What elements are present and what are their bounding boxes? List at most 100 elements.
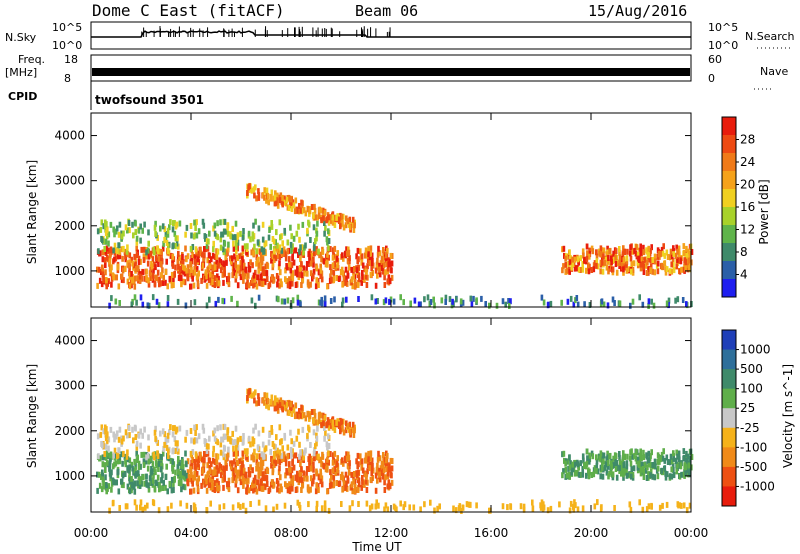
echo-cell — [114, 433, 118, 440]
echo-cell — [299, 412, 302, 419]
echo-cell — [638, 457, 642, 464]
power-colorbar-label: Power [dB] — [757, 179, 771, 244]
echo-cell — [669, 254, 672, 261]
echo-cell — [250, 249, 253, 256]
echo-cell — [176, 459, 180, 466]
echo-cell — [277, 296, 280, 303]
echo-cell — [636, 464, 640, 471]
echo-cell — [313, 207, 317, 214]
echo-cell — [261, 426, 265, 433]
echo-cell — [672, 267, 676, 274]
echo-cell — [265, 475, 269, 482]
echo-cell — [126, 278, 130, 285]
echo-cell — [195, 424, 198, 431]
echo-cell — [317, 487, 320, 493]
echo-cell — [361, 270, 364, 276]
echo-cell — [452, 505, 455, 512]
echo-cell — [307, 487, 311, 494]
echo-cell — [242, 482, 245, 489]
echo-cell — [313, 203, 316, 210]
echo-cell — [664, 265, 667, 272]
echo-cell — [249, 186, 252, 193]
echo-cell — [157, 261, 160, 267]
echo-cell — [322, 420, 325, 427]
echo-cell — [233, 253, 236, 260]
echo-cell — [623, 454, 626, 460]
echo-cell — [118, 300, 121, 306]
echo-cell — [303, 475, 306, 482]
echo-cell — [186, 458, 190, 465]
echo-cell — [213, 459, 217, 465]
echo-cell — [254, 423, 257, 430]
echo-cell — [257, 256, 260, 263]
echo-cell — [164, 231, 168, 237]
echo-cell — [429, 499, 432, 506]
echo-cell — [97, 453, 100, 460]
echo-cell — [607, 268, 610, 275]
echo-cell — [236, 444, 240, 451]
echo-cell — [220, 469, 224, 475]
echo-cell — [205, 282, 209, 289]
echo-cell — [242, 464, 245, 471]
echo-cell — [234, 240, 238, 247]
echo-cell — [341, 301, 344, 308]
echo-cell — [283, 227, 286, 234]
echo-cell — [665, 471, 669, 478]
echo-cell — [277, 469, 281, 476]
echo-cell — [102, 238, 106, 245]
echo-cell — [138, 478, 142, 485]
echo-cell — [169, 219, 172, 226]
colorbar-tick-label: -500 — [740, 460, 767, 474]
echo-cell — [278, 219, 282, 226]
echo-cell — [235, 248, 238, 255]
echo-cell — [110, 295, 113, 302]
echo-cell — [245, 282, 249, 288]
echo-cell — [656, 268, 660, 275]
echo-cell — [664, 269, 668, 276]
echo-cell — [164, 269, 168, 275]
echo-cell — [255, 195, 258, 202]
echo-cell — [223, 218, 227, 225]
echo-cell — [279, 269, 282, 276]
echo-cell — [150, 263, 154, 270]
echo-cell — [213, 427, 217, 434]
echo-cell — [347, 454, 351, 461]
echo-cell — [319, 273, 322, 280]
echo-cell — [289, 202, 293, 209]
echo-cell — [113, 256, 116, 263]
echo-cell — [470, 301, 474, 308]
echo-cell — [197, 228, 201, 235]
echo-cell — [227, 272, 231, 279]
echo-cell — [261, 441, 265, 448]
echo-cell — [333, 450, 337, 457]
echo-cell — [281, 399, 284, 406]
echo-cell — [254, 218, 257, 225]
echo-cell — [104, 262, 107, 269]
echo-cell — [117, 231, 121, 238]
echo-cell — [189, 488, 192, 495]
echo-cell — [566, 458, 570, 465]
echo-cell — [274, 460, 278, 467]
echo-cell — [183, 279, 187, 286]
echo-cell — [297, 479, 301, 486]
echo-cell — [224, 459, 227, 466]
echo-cell — [364, 273, 368, 280]
echo-cell — [267, 404, 270, 411]
echo-cell — [305, 466, 309, 472]
echo-cell — [335, 214, 338, 221]
echo-cell — [388, 483, 392, 490]
echo-cell — [562, 245, 566, 252]
echo-cell — [157, 466, 160, 472]
echo-cell — [325, 217, 328, 224]
echo-cell — [389, 457, 393, 464]
echo-cell — [319, 478, 322, 485]
echo-cell — [139, 294, 143, 301]
echo-cell — [194, 225, 197, 231]
echo-cell — [599, 245, 603, 252]
echo-cell — [329, 273, 332, 280]
echo-cell — [278, 402, 282, 409]
echo-cell — [671, 253, 674, 260]
echo-cell — [684, 470, 687, 477]
echo-cell — [114, 255, 118, 262]
